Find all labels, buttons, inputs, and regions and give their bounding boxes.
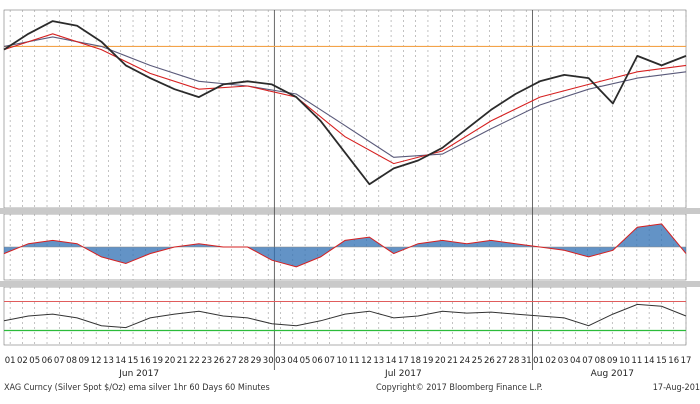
tick-label-5: 08	[66, 356, 77, 366]
separator-1	[0, 208, 700, 214]
tick-label-1: 02	[17, 356, 28, 366]
tick-label-23: 04	[287, 356, 298, 366]
tick-label-42: 31	[521, 356, 532, 366]
ema-gray-line	[3, 36, 687, 158]
ema-red-line	[3, 33, 687, 165]
tick-label-8: 13	[103, 356, 114, 366]
tick-label-12: 19	[152, 356, 163, 366]
footer-title: XAG Curncy (Silver Spot $/Oz) ema silver…	[4, 383, 270, 393]
tick-label-16: 23	[201, 356, 212, 366]
panel-frame-3	[3, 286, 687, 346]
tick-label-37: 24	[459, 356, 470, 366]
oscillator-line	[3, 223, 687, 268]
tick-label-54: 16	[668, 356, 679, 366]
tick-label-28: 11	[349, 356, 360, 366]
panel-frame-1	[3, 9, 687, 209]
tick-label-13: 20	[164, 356, 175, 366]
tick-label-40: 27	[496, 356, 507, 366]
tick-label-24: 05	[300, 356, 311, 366]
tick-label-29: 12	[361, 356, 372, 366]
tick-label-32: 17	[398, 356, 409, 366]
tick-label-7: 12	[91, 356, 102, 366]
tick-label-4: 07	[54, 356, 65, 366]
tick-label-52: 14	[644, 356, 655, 366]
tick-label-51: 11	[631, 356, 642, 366]
tick-label-50: 10	[619, 356, 630, 366]
tick-label-19: 28	[238, 356, 249, 366]
month-label-0: Jun 2017	[118, 369, 159, 379]
footer-date: 17-Aug-201	[652, 383, 700, 393]
tick-label-53: 15	[656, 356, 667, 366]
tick-label-33: 18	[410, 356, 421, 366]
tick-label-22: 03	[275, 356, 286, 366]
tick-label-31: 14	[386, 356, 397, 366]
tick-label-41: 28	[509, 356, 520, 366]
tick-label-9: 14	[115, 356, 126, 366]
tick-label-20: 29	[250, 356, 261, 366]
price-line	[3, 20, 687, 186]
tick-label-49: 09	[607, 356, 618, 366]
tick-label-6: 09	[78, 356, 89, 366]
tick-label-46: 04	[570, 356, 581, 366]
tick-label-18: 27	[226, 356, 237, 366]
tick-label-30: 13	[373, 356, 384, 366]
tick-label-26: 07	[324, 356, 335, 366]
tick-label-34: 19	[423, 356, 434, 366]
tick-label-0: 01	[5, 356, 16, 366]
tick-label-44: 02	[545, 356, 556, 366]
tick-label-3: 06	[42, 356, 53, 366]
tick-label-35: 20	[435, 356, 446, 366]
tick-label-39: 26	[484, 356, 495, 366]
tick-label-2: 05	[29, 356, 40, 366]
tick-label-47: 07	[582, 356, 593, 366]
oscillator-area	[4, 223, 686, 267]
rsi-line	[3, 303, 687, 329]
tick-label-38: 25	[472, 356, 483, 366]
tick-label-15: 22	[189, 356, 200, 366]
tick-label-45: 03	[558, 356, 569, 366]
tick-label-36: 21	[447, 356, 458, 366]
month-label-1: Jul 2017	[384, 369, 422, 379]
tick-label-48: 08	[595, 356, 606, 366]
tick-label-55: 17	[681, 356, 692, 366]
tick-label-27: 10	[337, 356, 348, 366]
separator-2	[0, 281, 700, 287]
footer-copyright: Copyright© 2017 Bloomberg Finance L.P.	[376, 383, 543, 393]
month-label-2: Aug 2017	[591, 369, 634, 379]
tick-label-21: 30	[263, 356, 274, 366]
tick-label-10: 15	[128, 356, 139, 366]
tick-label-17: 26	[214, 356, 225, 366]
tick-label-25: 06	[312, 356, 323, 366]
tick-label-11: 16	[140, 356, 151, 366]
tick-label-14: 21	[177, 356, 188, 366]
tick-label-43: 01	[533, 356, 544, 366]
